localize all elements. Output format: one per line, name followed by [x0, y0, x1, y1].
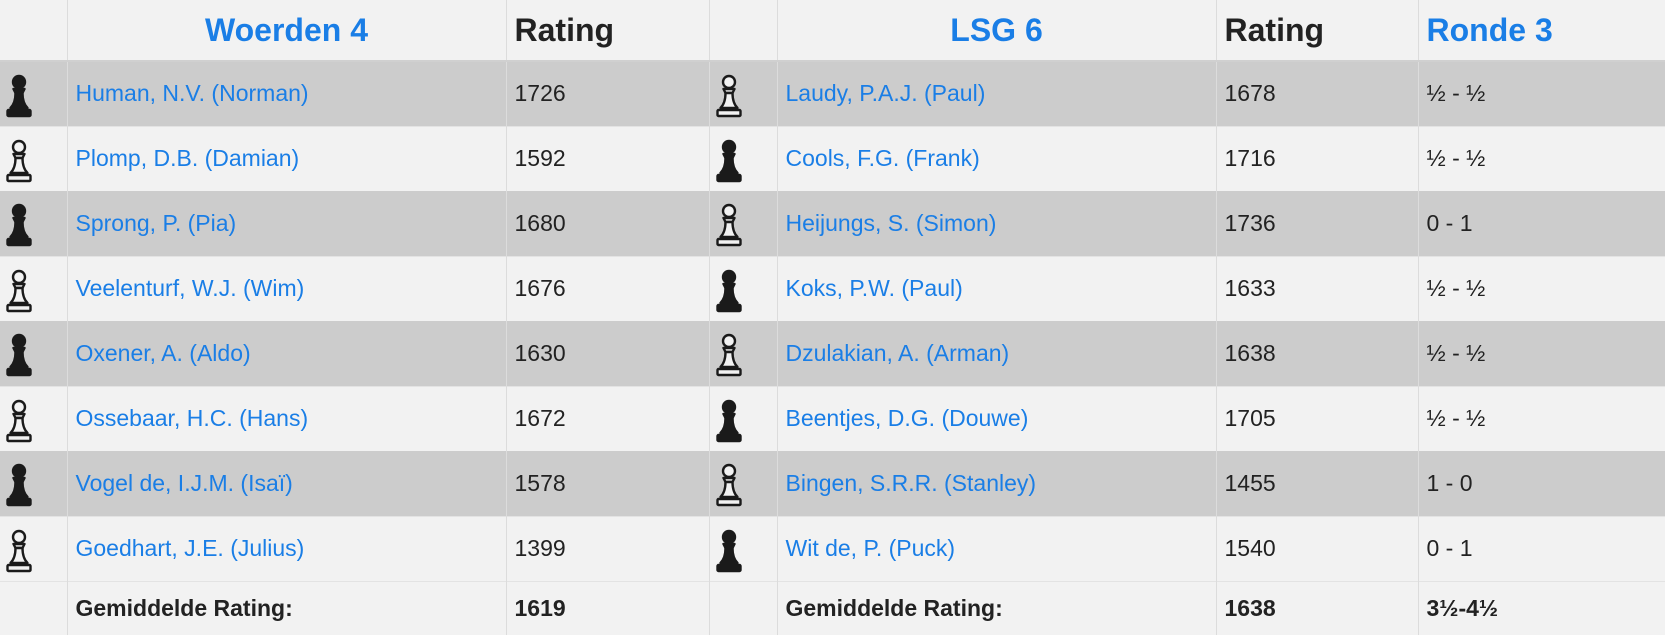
- player2-rating: 1455: [1216, 451, 1419, 516]
- white-pawn-icon: [714, 203, 744, 247]
- player2-name-link[interactable]: Koks, P.W. (Paul): [777, 256, 1217, 321]
- board-list: Human, N.V. (Norman) 1726 Laudy, P.A.J. (P…: [0, 61, 1665, 581]
- player1-color-cell: [0, 126, 68, 191]
- average-row: Gemiddelde Rating: 1619 Gemiddelde Ratin…: [0, 581, 1665, 635]
- player1-color-cell: [0, 256, 68, 321]
- board-row: Sprong, P. (Pia) 1680 Heijungs, S. (Simon)…: [0, 191, 1665, 256]
- player2-color-cell: [709, 126, 778, 191]
- team1-average-label: Gemiddelde Rating:: [67, 581, 507, 635]
- white-pawn-icon: [714, 74, 744, 118]
- board-result: 1 - 0: [1426, 469, 1473, 496]
- player2-rating: 1678: [1216, 61, 1419, 126]
- player2-rating: 1716: [1216, 126, 1419, 191]
- player1-name-link[interactable]: Goedhart, J.E. (Julius): [67, 516, 507, 581]
- player1-name-link[interactable]: Plomp, D.B. (Damian): [67, 126, 507, 191]
- black-pawn-icon: [714, 399, 744, 443]
- board-result: 0 - 1: [1426, 535, 1473, 561]
- player1-name-link[interactable]: Oxener, A. (Aldo): [67, 321, 507, 386]
- header-icon-cell-1: [0, 0, 68, 61]
- player1-name-link[interactable]: Veelenturf, W.J. (Wim): [67, 256, 507, 321]
- board-result: ½ - ½: [1426, 339, 1486, 366]
- board-result: ½ - ½: [1426, 80, 1486, 107]
- white-pawn-icon: [4, 139, 34, 183]
- white-pawn-icon: [714, 463, 744, 507]
- player1-color-cell: [0, 516, 68, 581]
- player2-color-cell: [709, 191, 778, 256]
- white-pawn-icon: [714, 333, 744, 377]
- player2-color-cell: [709, 61, 778, 126]
- header-row: Woerden 4 Rating LSG 6 Rating Ronde 3: [0, 0, 1665, 61]
- player1-rating: 1672: [506, 386, 710, 451]
- board-row: Oxener, A. (Aldo) 1630 Dzulakian, A. (Arma…: [0, 321, 1665, 386]
- player2-name-link[interactable]: Beentjes, D.G. (Douwe): [777, 386, 1217, 451]
- match-total-score: 3½-4½: [1426, 594, 1499, 621]
- board-row: Goedhart, J.E. (Julius) 1399 Wit de, P. (P…: [0, 516, 1665, 581]
- player1-name-link[interactable]: Vogel de, I.J.M. (Isaï): [67, 451, 507, 516]
- player1-color-cell: [0, 386, 68, 451]
- black-pawn-icon: [4, 333, 34, 377]
- player1-rating: 1630: [506, 321, 710, 386]
- black-pawn-icon: [4, 463, 34, 507]
- team1-rating-header: Rating: [506, 0, 710, 61]
- player2-color-cell: [709, 256, 778, 321]
- black-pawn-icon: [714, 139, 744, 183]
- player1-color-cell: [0, 321, 68, 386]
- board-row: Vogel de, I.J.M. (Isaï) 1578 Bingen, S.R.R…: [0, 451, 1665, 516]
- player1-rating: 1399: [506, 516, 710, 581]
- player1-color-cell: [0, 451, 68, 516]
- player2-name-link[interactable]: Laudy, P.A.J. (Paul): [777, 61, 1217, 126]
- player2-rating: 1705: [1216, 386, 1419, 451]
- team2-rating-header: Rating: [1216, 0, 1419, 61]
- player1-color-cell: [0, 61, 68, 126]
- player2-name-link[interactable]: Bingen, S.R.R. (Stanley): [777, 451, 1217, 516]
- player1-rating: 1578: [506, 451, 710, 516]
- board-result: ½ - ½: [1426, 145, 1486, 172]
- board-row: Plomp, D.B. (Damian) 1592 Cools, F.G. (Fra…: [0, 126, 1665, 191]
- player2-name-link[interactable]: Heijungs, S. (Simon): [777, 191, 1217, 256]
- player2-color-cell: [709, 321, 778, 386]
- player2-name-link[interactable]: Cools, F.G. (Frank): [777, 126, 1217, 191]
- black-pawn-icon: [714, 529, 744, 573]
- board-row: Veelenturf, W.J. (Wim) 1676 Koks, P.W. (Pa…: [0, 256, 1665, 321]
- black-pawn-icon: [714, 269, 744, 313]
- player2-rating: 1638: [1216, 321, 1419, 386]
- black-pawn-icon: [4, 203, 34, 247]
- player1-name-link[interactable]: Human, N.V. (Norman): [67, 61, 507, 126]
- team1-average-rating: 1619: [506, 581, 710, 635]
- round-header[interactable]: Ronde 3: [1426, 11, 1553, 48]
- white-pawn-icon: [4, 269, 34, 313]
- team2-average-rating: 1638: [1216, 581, 1419, 635]
- player1-rating: 1592: [506, 126, 710, 191]
- player1-rating: 1680: [506, 191, 710, 256]
- board-result: ½ - ½: [1426, 275, 1486, 302]
- player1-name-link[interactable]: Ossebaar, H.C. (Hans): [67, 386, 507, 451]
- player2-rating: 1540: [1216, 516, 1419, 581]
- footer-icon-cell-1: [0, 581, 68, 635]
- player2-rating: 1633: [1216, 256, 1419, 321]
- player2-name-link[interactable]: Wit de, P. (Puck): [777, 516, 1217, 581]
- player1-rating: 1726: [506, 61, 710, 126]
- board-row: Ossebaar, H.C. (Hans) 1672 Beentjes, D.G. …: [0, 386, 1665, 451]
- player2-color-cell: [709, 516, 778, 581]
- black-pawn-icon: [4, 74, 34, 118]
- team2-header[interactable]: LSG 6: [777, 0, 1217, 61]
- white-pawn-icon: [4, 529, 34, 573]
- player2-name-link[interactable]: Dzulakian, A. (Arman): [777, 321, 1217, 386]
- board-row: Human, N.V. (Norman) 1726 Laudy, P.A.J. (P…: [0, 61, 1665, 126]
- player2-rating: 1736: [1216, 191, 1419, 256]
- player2-color-cell: [709, 386, 778, 451]
- player1-color-cell: [0, 191, 68, 256]
- header-icon-cell-2: [709, 0, 778, 61]
- white-pawn-icon: [4, 399, 34, 443]
- footer-icon-cell-2: [709, 581, 778, 635]
- player1-rating: 1676: [506, 256, 710, 321]
- board-result: 0 - 1: [1426, 209, 1473, 236]
- player2-color-cell: [709, 451, 778, 516]
- team1-header[interactable]: Woerden 4: [67, 0, 507, 61]
- board-result: ½ - ½: [1426, 405, 1486, 432]
- player1-name-link[interactable]: Sprong, P. (Pia): [67, 191, 507, 256]
- team2-average-label: Gemiddelde Rating:: [777, 581, 1217, 635]
